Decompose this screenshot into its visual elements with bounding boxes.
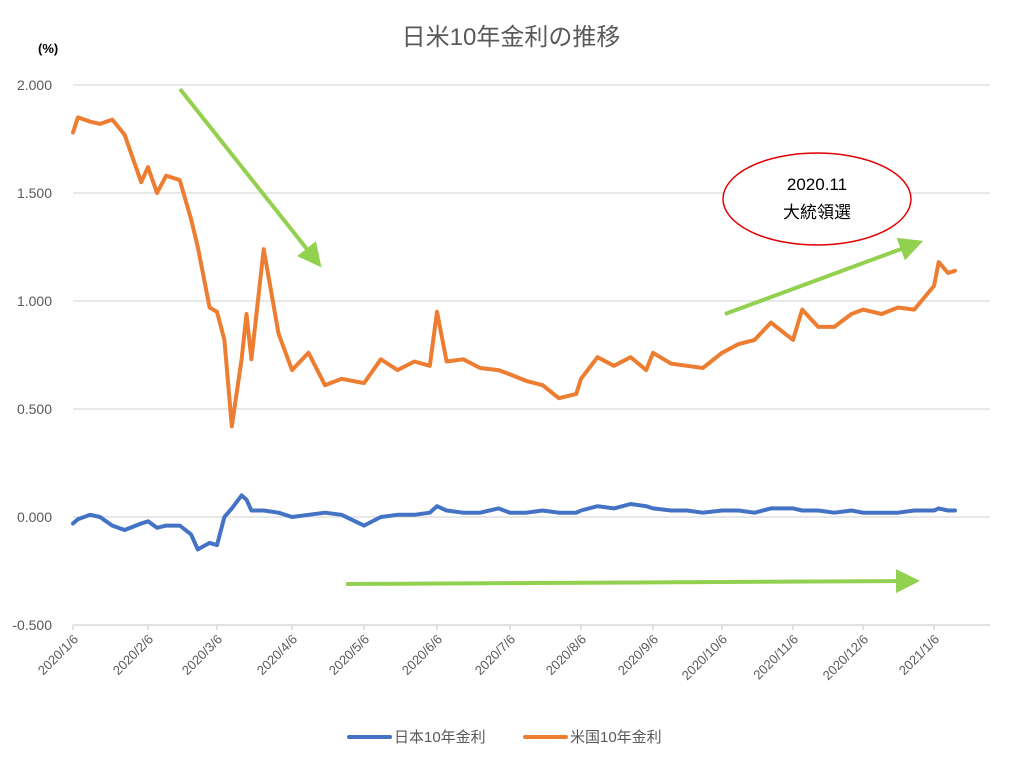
series-us-10y: [71, 115, 957, 429]
annotation-ellipse: [722, 152, 912, 246]
y-axis-unit: (%): [38, 41, 58, 56]
x-tick-label: 2020/2/6: [110, 632, 156, 678]
legend-label-japan: 日本10年金利: [394, 729, 486, 746]
y-tick-label: -0.500: [12, 617, 52, 633]
x-tick-label: 2020/9/6: [615, 632, 661, 678]
annotation-date: 2020.11: [787, 175, 847, 194]
x-tick-label: 2020/3/6: [179, 632, 225, 678]
y-tick-label: 1.500: [17, 185, 52, 201]
chart-title: 日米10年金利の推移: [402, 24, 621, 51]
x-tick-label: 2020/4/6: [254, 632, 300, 678]
legend: 日本10年金利 米国10年金利: [347, 729, 662, 746]
x-tick-label: 2020/7/6: [472, 632, 518, 678]
up-trend-arrow: [724, 237, 924, 316]
election-annotation: 2020.11 大統領選: [722, 152, 912, 246]
legend-label-us: 米国10年金利: [570, 729, 662, 746]
annotation-label: 大統領選: [783, 203, 851, 222]
x-axis: 2020/1/6 2020/2/6 2020/3/6 2020/4/6 2020/5/6…: [35, 625, 942, 683]
y-tick-label: 0.500: [17, 401, 52, 417]
y-tick-label: 1.000: [17, 293, 52, 309]
series-japan-10y: [71, 493, 957, 552]
x-tick-label: 2020/11/6: [750, 632, 801, 683]
x-tick-label: 2020/5/6: [326, 632, 372, 678]
flat-trend-arrow: [345, 569, 920, 594]
down-trend-arrow: [178, 87, 322, 268]
x-tick-label: 2020/6/6: [399, 632, 445, 678]
x-tick-label: 2020/8/6: [543, 632, 589, 678]
x-tick-label: 2020/12/6: [820, 632, 872, 684]
y-tick-label: 0.000: [17, 509, 52, 525]
y-tick-label: 2.000: [17, 77, 52, 93]
x-tick-label: 2020/10/6: [679, 632, 731, 684]
y-axis-ticks: 2.000 1.500 1.000 0.500 0.000 -0.500: [12, 77, 52, 633]
x-tick-label: 2021/1/6: [896, 632, 942, 678]
x-tick-label: 2020/1/6: [35, 632, 81, 678]
